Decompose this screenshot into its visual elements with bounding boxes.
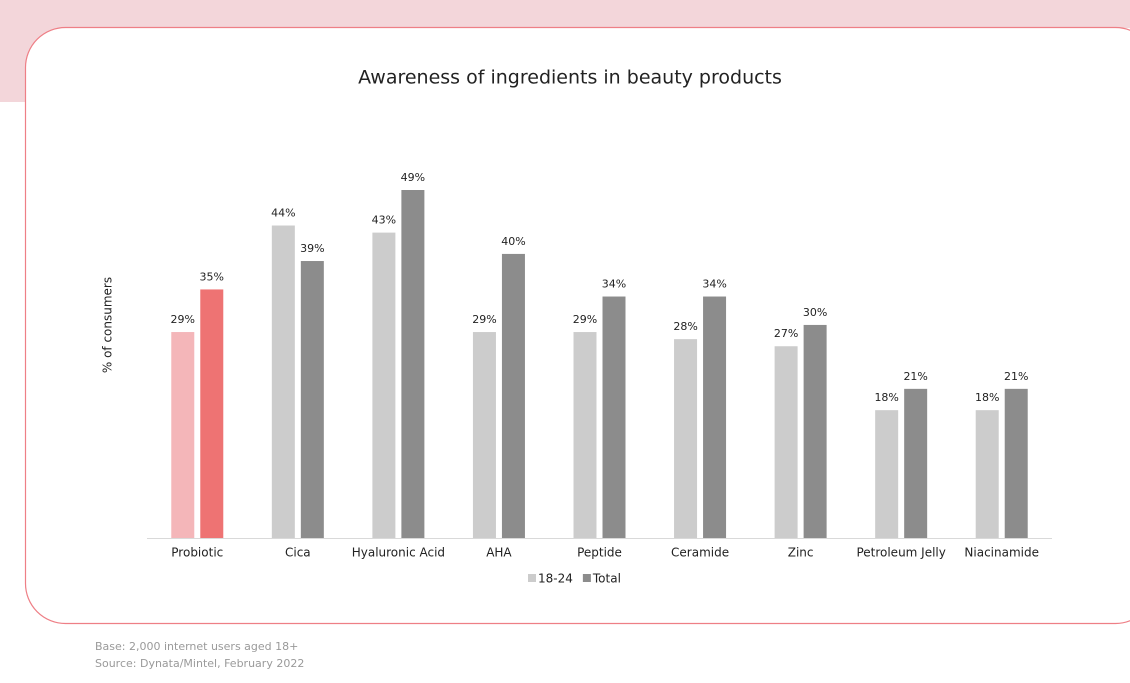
value-label: 39% (300, 242, 324, 255)
value-label: 27% (774, 327, 798, 340)
value-label: 21% (1004, 370, 1028, 383)
bar (200, 289, 224, 538)
x-tick-label: Niacinamide (964, 546, 1039, 560)
value-label: 18% (975, 391, 999, 404)
bar (171, 332, 195, 538)
value-label: 28% (673, 320, 697, 333)
value-label: 43% (372, 214, 396, 227)
chart-title: Awareness of ingredients in beauty produ… (358, 67, 782, 89)
x-tick-label: Cica (285, 546, 311, 560)
bar (674, 339, 698, 538)
bar (703, 296, 727, 538)
legend-label: Total (592, 572, 621, 586)
footnote-base: Base: 2,000 internet users aged 18+ (95, 640, 298, 653)
bar (401, 190, 425, 538)
value-label: 29% (171, 313, 195, 326)
x-tick-label: Peptide (577, 546, 622, 560)
x-tick-label: Probiotic (171, 546, 223, 560)
bar (372, 232, 396, 538)
legend-swatch (582, 574, 591, 582)
bar (472, 332, 496, 538)
value-label: 21% (903, 370, 927, 383)
x-tick-label: Zinc (788, 546, 814, 560)
bar (875, 410, 899, 538)
footnote-source: Source: Dynata/Mintel, February 2022 (95, 657, 304, 670)
value-label: 34% (702, 278, 726, 291)
value-label: 34% (602, 278, 626, 291)
x-tick-label: Ceramide (671, 546, 729, 560)
bar (904, 388, 928, 538)
x-tick-label: Hyaluronic Acid (352, 546, 445, 560)
bar (975, 410, 999, 538)
x-tick-label: Petroleum Jelly (856, 546, 945, 560)
x-tick-label: AHA (486, 546, 512, 560)
bar (501, 253, 525, 538)
bar (774, 346, 798, 538)
value-label: 40% (501, 235, 525, 248)
bar (803, 324, 827, 538)
y-axis-label: % of consumers (101, 277, 115, 373)
bar (1004, 388, 1028, 538)
value-label: 30% (803, 306, 827, 319)
value-label: 44% (271, 207, 295, 220)
value-label: 29% (472, 313, 496, 326)
value-label: 49% (401, 171, 425, 184)
bar (271, 225, 295, 539)
bar (573, 332, 597, 538)
legend-swatch (528, 574, 536, 582)
value-label: 35% (200, 270, 224, 283)
legend-label: 18-24 (538, 572, 573, 586)
value-label: 18% (874, 391, 898, 404)
value-label: 29% (573, 313, 597, 326)
bar (300, 261, 324, 538)
bar (602, 296, 626, 538)
